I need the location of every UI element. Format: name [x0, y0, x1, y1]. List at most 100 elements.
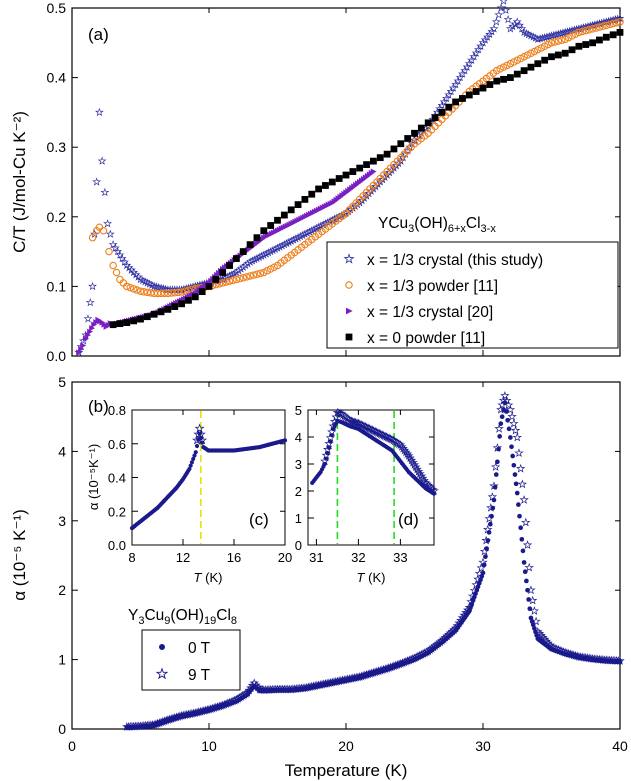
x-tick-label: 10 [201, 738, 217, 754]
data-point [493, 472, 499, 477]
data-point [133, 286, 141, 294]
legend-a-title: YCu3(OH)6+xCl3-x [378, 215, 496, 235]
data-point [280, 211, 288, 219]
data-point [86, 298, 95, 306]
legend-a: x = 1/3 crystal (this study) x = 1/3 powd… [344, 252, 543, 347]
legend-b-marker [159, 644, 165, 650]
data-point [609, 19, 617, 28]
data-point [164, 305, 172, 313]
data-point [616, 28, 624, 36]
data-point [219, 269, 227, 276]
data-point [411, 129, 418, 137]
data-point [514, 490, 520, 496]
y-tick-label: 3 [58, 513, 66, 529]
data-point [150, 310, 158, 318]
data-point [370, 157, 377, 165]
data-point [226, 262, 233, 269]
data-point [260, 227, 268, 235]
x-tick-label: 33 [393, 550, 407, 565]
y-tick-label: 5 [295, 403, 302, 418]
data-point [78, 345, 85, 353]
data-point [215, 280, 224, 288]
legend-a-label: x = 1/3 crystal [20] [367, 304, 493, 321]
data-point [524, 578, 529, 584]
data-point [521, 560, 527, 565]
data-point [510, 453, 516, 459]
inset-d-label: (d) [398, 510, 419, 529]
data-point [370, 168, 377, 175]
data-point [581, 26, 590, 35]
data-point [95, 108, 104, 116]
data-point [561, 49, 569, 57]
data-point [249, 271, 258, 279]
data-point [497, 434, 503, 439]
data-point [551, 38, 559, 46]
data-point [599, 22, 607, 31]
legend-a-marker [346, 307, 353, 315]
data-point [582, 41, 590, 48]
data-point [492, 17, 501, 26]
x-tick-label: 12 [176, 550, 190, 565]
data-point [520, 548, 526, 554]
data-point [239, 248, 247, 255]
panel-a-data [75, 0, 624, 356]
data-point [130, 317, 138, 325]
data-point [198, 288, 206, 296]
inset-c: (c) α (10⁻⁵K⁻¹) T (K) 8 12 16 20 0.0 0.2 0.4 0.… [86, 403, 292, 585]
x-tick-label: 31 [309, 550, 323, 565]
data-point [123, 282, 131, 291]
data-point [521, 518, 530, 526]
data-point [404, 135, 412, 142]
data-point [585, 25, 593, 34]
panel-b-ylabel: α (10⁻⁵ K⁻¹) [10, 509, 29, 601]
data-point [88, 233, 97, 242]
data-point [507, 74, 514, 81]
data-point [512, 472, 518, 477]
data-point [194, 443, 200, 449]
data-point [465, 91, 473, 99]
inset-c-ylabel: α (10⁻⁵K⁻¹) [86, 444, 101, 510]
data-point [222, 278, 230, 286]
data-point [499, 0, 508, 5]
data-point [575, 28, 583, 37]
data-point [513, 481, 519, 487]
panel-b-data [122, 391, 625, 731]
y-tick-label: 0.0 [108, 538, 126, 553]
data-point [514, 448, 524, 457]
data-point [301, 196, 309, 203]
data-point [612, 19, 621, 27]
y-tick-label: 0.4 [47, 70, 67, 86]
data-point [253, 270, 261, 278]
data-point [616, 18, 624, 26]
legend-b-title: Y3Cu9(OH)19Cl8 [128, 607, 237, 627]
data-point [513, 433, 522, 441]
data-point [143, 288, 152, 297]
data-point [376, 154, 384, 162]
data-point [424, 119, 432, 127]
legend-b-label: 0 T [188, 640, 211, 657]
data-point [229, 276, 237, 285]
data-point [523, 540, 532, 549]
data-point [236, 274, 244, 283]
data-point [483, 554, 488, 559]
inset-c-xlabel: T (K) [194, 570, 223, 585]
data-point [84, 314, 92, 323]
x-tick-label: 0 [68, 738, 76, 754]
data-point [143, 313, 151, 321]
legend-a-marker [345, 333, 353, 341]
data-point [178, 300, 185, 308]
data-point [294, 201, 302, 209]
data-point [157, 308, 165, 316]
data-point [218, 279, 227, 287]
data-point [282, 438, 288, 443]
data-point [105, 247, 113, 256]
data-point [191, 293, 199, 301]
data-point [356, 164, 364, 172]
data-point [246, 241, 254, 249]
data-point [519, 536, 525, 542]
data-point [499, 414, 505, 420]
data-point [595, 23, 604, 31]
data-point [109, 321, 117, 329]
data-point [518, 480, 527, 488]
data-point [445, 103, 453, 111]
